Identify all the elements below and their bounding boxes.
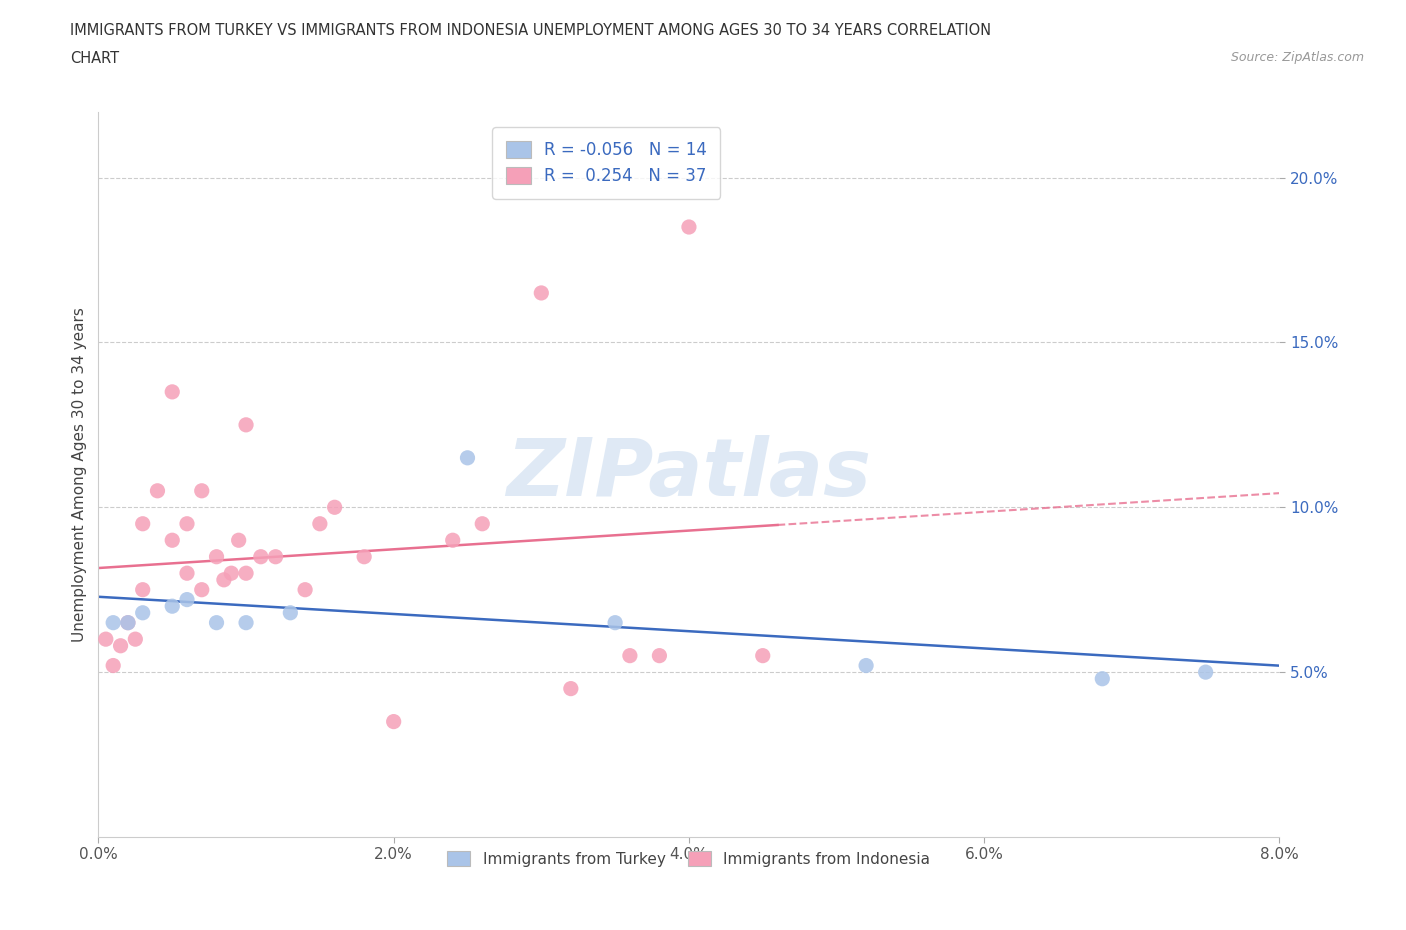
Point	[294, 582, 316, 597]
Point	[309, 516, 332, 531]
Point	[471, 516, 494, 531]
Point	[264, 550, 287, 565]
Point	[162, 533, 183, 548]
Legend: Immigrants from Turkey, Immigrants from Indonesia: Immigrants from Turkey, Immigrants from …	[441, 844, 936, 873]
Point	[560, 681, 582, 696]
Text: Source: ZipAtlas.com: Source: ZipAtlas.com	[1230, 51, 1364, 64]
Point	[605, 616, 627, 631]
Point	[176, 516, 198, 531]
Point	[280, 605, 302, 620]
Point	[205, 550, 228, 565]
Point	[124, 631, 146, 646]
Point	[117, 616, 139, 631]
Point	[619, 648, 641, 663]
Point	[191, 582, 214, 597]
Point	[855, 658, 877, 673]
Point	[228, 533, 250, 548]
Point	[162, 384, 183, 399]
Point	[103, 658, 125, 673]
Y-axis label: Unemployment Among Ages 30 to 34 years: Unemployment Among Ages 30 to 34 years	[72, 307, 87, 642]
Point	[221, 565, 243, 580]
Point	[162, 599, 183, 614]
Text: IMMIGRANTS FROM TURKEY VS IMMIGRANTS FROM INDONESIA UNEMPLOYMENT AMONG AGES 30 T: IMMIGRANTS FROM TURKEY VS IMMIGRANTS FRO…	[70, 23, 991, 38]
Point	[235, 616, 257, 631]
Point	[752, 648, 775, 663]
Point	[191, 484, 214, 498]
Text: ZIPatlas: ZIPatlas	[506, 435, 872, 513]
Point	[530, 286, 553, 300]
Point	[110, 638, 132, 653]
Point	[103, 616, 125, 631]
Point	[235, 565, 257, 580]
Point	[132, 605, 155, 620]
Point	[678, 219, 700, 234]
Text: CHART: CHART	[70, 51, 120, 66]
Point	[132, 582, 155, 597]
Point	[235, 418, 257, 432]
Point	[132, 516, 155, 531]
Point	[94, 631, 117, 646]
Point	[176, 592, 198, 607]
Point	[117, 616, 139, 631]
Point	[1091, 671, 1114, 686]
Point	[250, 550, 273, 565]
Point	[1195, 665, 1218, 680]
Point	[146, 484, 169, 498]
Point	[441, 533, 464, 548]
Point	[353, 550, 375, 565]
Point	[176, 565, 198, 580]
Point	[382, 714, 405, 729]
Point	[457, 450, 479, 465]
Point	[212, 572, 235, 587]
Point	[648, 648, 671, 663]
Point	[205, 616, 228, 631]
Point	[323, 499, 346, 514]
